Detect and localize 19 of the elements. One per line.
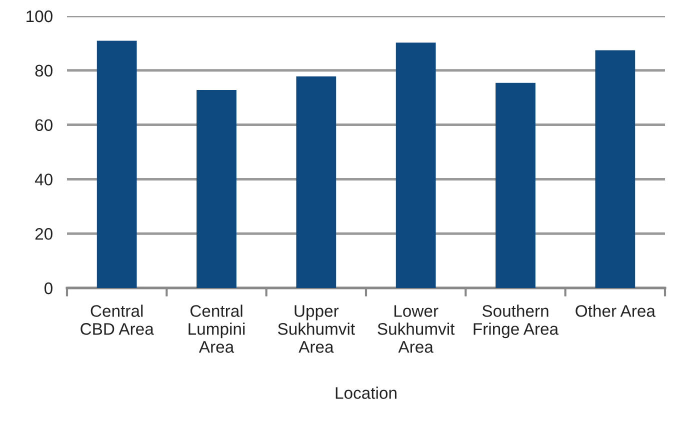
y-tick-label: 40 xyxy=(34,174,52,186)
bar xyxy=(296,76,336,288)
bar xyxy=(396,42,436,288)
y-tick-label: 60 xyxy=(35,119,52,132)
bar xyxy=(496,82,536,288)
x-tick-label: Upper Sukhumvit Area xyxy=(278,305,355,353)
x-tick-label: Central Lumpini Area xyxy=(188,304,245,353)
y-tick-label: 0 xyxy=(44,282,52,294)
x-tick-label: Central CBD Area xyxy=(80,304,154,335)
y-tick-label: 20 xyxy=(35,228,52,240)
x-tick-label: Other Area xyxy=(576,304,656,317)
y-tick-label: 100 xyxy=(26,10,52,22)
x-axis-title: Location xyxy=(336,386,396,399)
bar xyxy=(196,90,236,288)
bar xyxy=(96,40,137,288)
bar xyxy=(595,50,636,288)
x-tick-label: Lower Sukhumvit Area xyxy=(378,305,455,353)
y-tick-label: 80 xyxy=(35,64,52,77)
x-tick-label: Southern Fringe Area xyxy=(474,304,559,338)
